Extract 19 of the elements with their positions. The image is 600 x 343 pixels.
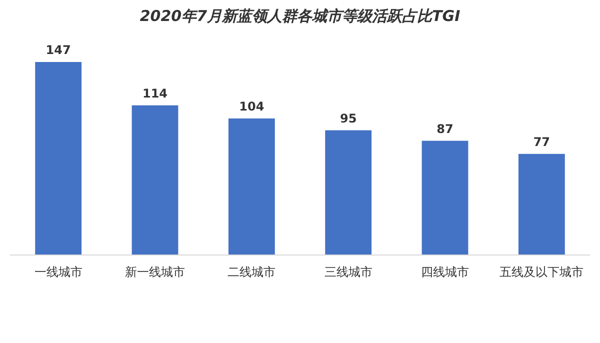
x-tick-label: 三线城市 [324, 265, 372, 279]
bar [422, 140, 468, 255]
bar [228, 118, 275, 255]
chart-title: 2020年7月新蓝领人群各城市等级活跃占比TGI [140, 7, 461, 25]
data-label: 95 [340, 111, 357, 126]
bar [35, 62, 82, 255]
bar [132, 105, 178, 255]
x-tick-label: 一线城市 [34, 265, 82, 279]
bar [325, 130, 372, 255]
data-label: 87 [436, 122, 454, 136]
x-tick-label: 新一线城市 [125, 265, 185, 279]
bar [518, 154, 565, 255]
data-label: 104 [239, 99, 264, 114]
x-tick-label: 四线城市 [421, 265, 469, 279]
x-tick-label: 五线及以下城市 [500, 265, 584, 279]
x-tick-label: 二线城市 [228, 265, 276, 279]
data-label: 77 [533, 134, 550, 149]
data-label: 114 [142, 86, 168, 100]
data-label: 147 [46, 43, 71, 57]
